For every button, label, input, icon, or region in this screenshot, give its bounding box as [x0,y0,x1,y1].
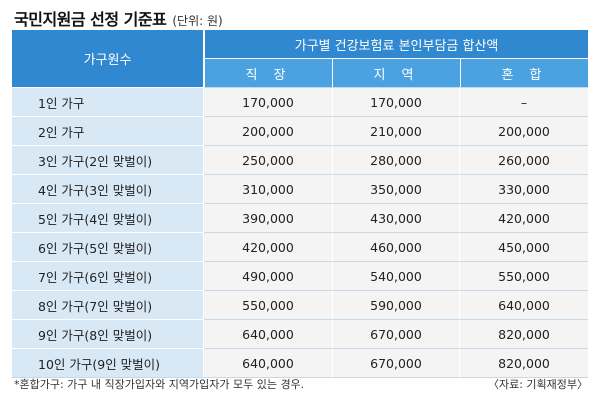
table-body: 1인 가구 170,000 170,000–2인 가구 200,000 210,000 2… [12,87,589,378]
workplace-value: 390,000 [204,203,332,232]
table-row: 8인 가구(7인 맞벌이) 550,000 590,000 640,000 [12,290,589,319]
workplace-value: 490,000 [204,261,332,290]
header-household-size: 가구원수 [12,30,204,87]
household-label: 6인 가구(5인 맞벌이) [12,232,204,261]
table-row: 7인 가구(6인 맞벌이) 490,000 540,000 550,000 [12,261,589,290]
table-row: 3인 가구(2인 맞벌이) 250,000 280,000 260,000 [12,145,589,174]
table-row: 6인 가구(5인 맞벌이) 420,000 460,000 450,000 [12,232,589,261]
regional-value: 280,000 [332,145,460,174]
workplace-value: 420,000 [204,232,332,261]
household-label: 4인 가구(3인 맞벌이) [12,174,204,203]
household-label: 5인 가구(4인 맞벌이) [12,203,204,232]
regional-value: 540,000 [332,261,460,290]
mixed-value: – [460,87,589,116]
workplace-value: 640,000 [204,319,332,348]
workplace-value: 200,000 [204,116,332,145]
workplace-value: 170,000 [204,87,332,116]
mixed-value: 330,000 [460,174,589,203]
header-regional: 지 역 [332,58,460,87]
household-label: 7인 가구(6인 맞벌이) [12,261,204,290]
household-label: 10인 가구(9인 맞벌이) [12,348,204,378]
regional-value: 670,000 [332,319,460,348]
workplace-value: 550,000 [204,290,332,319]
table-row: 1인 가구 170,000 170,000– [12,87,589,116]
page-title: 국민지원금 선정 기준표 [14,10,167,29]
regional-value: 670,000 [332,348,460,378]
regional-value: 350,000 [332,174,460,203]
mixed-value: 260,000 [460,145,589,174]
workplace-value: 640,000 [204,348,332,378]
regional-value: 430,000 [332,203,460,232]
household-label: 3인 가구(2인 맞벌이) [12,145,204,174]
mixed-value: 420,000 [460,203,589,232]
header-insurance-group: 가구별 건강보험료 본인부담금 합산액 [204,30,589,58]
mixed-value: 450,000 [460,232,589,261]
household-label: 2인 가구 [12,116,204,145]
regional-value: 170,000 [332,87,460,116]
criteria-table: 가구원수 가구별 건강보험료 본인부담금 합산액 직 장 지 역 혼 합 1인 … [12,30,589,378]
table-row: 9인 가구(8인 맞벌이) 640,000 670,000 820,000 [12,319,589,348]
regional-value: 460,000 [332,232,460,261]
source-label: 〈자료: 기획재정부〉 [487,378,588,391]
mixed-value: 820,000 [460,319,589,348]
mixed-value: 640,000 [460,290,589,319]
workplace-value: 250,000 [204,145,332,174]
mixed-value: 820,000 [460,348,589,378]
table-row: 4인 가구(3인 맞벌이) 310,000 350,000 330,000 [12,174,589,203]
unit-label: (단위: 원) [172,14,223,28]
household-label: 1인 가구 [12,87,204,116]
header-workplace: 직 장 [204,58,332,87]
footnote: *혼합가구: 가구 내 직장가입자와 지역가입자가 모두 있는 경우. [14,378,305,391]
regional-value: 210,000 [332,116,460,145]
table-row: 10인 가구(9인 맞벌이) 640,000 670,000 820,000 [12,348,589,378]
mixed-value: 550,000 [460,261,589,290]
table-row: 5인 가구(4인 맞벌이) 390,000 430,000 420,000 [12,203,589,232]
title-row: 국민지원금 선정 기준표 (단위: 원) [14,6,223,29]
footer: *혼합가구: 가구 내 직장가입자와 지역가입자가 모두 있는 경우. 〈자료:… [14,376,588,394]
regional-value: 590,000 [332,290,460,319]
mixed-value: 200,000 [460,116,589,145]
workplace-value: 310,000 [204,174,332,203]
household-label: 8인 가구(7인 맞벌이) [12,290,204,319]
household-label: 9인 가구(8인 맞벌이) [12,319,204,348]
table-row: 2인 가구 200,000 210,000 200,000 [12,116,589,145]
header-mixed: 혼 합 [460,58,589,87]
